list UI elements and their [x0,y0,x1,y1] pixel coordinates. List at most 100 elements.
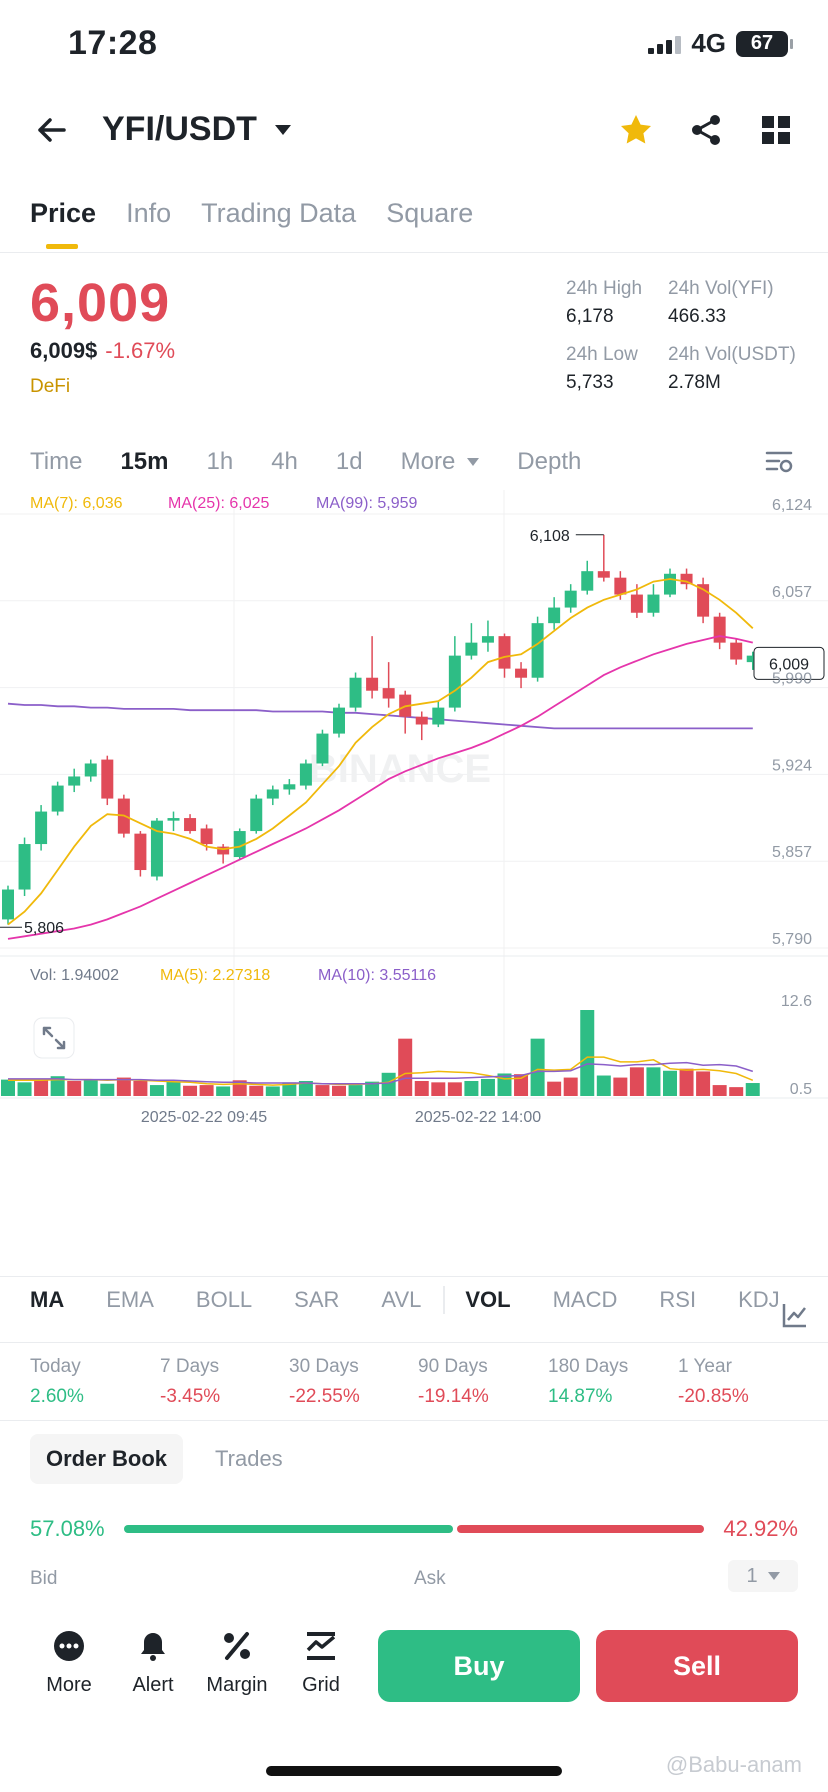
watermark-text: @Babu-anam [665,1752,802,1777]
divider [0,1342,828,1343]
indicator-boll[interactable]: BOLL [195,1287,253,1312]
sell-button[interactable]: Sell [596,1630,798,1702]
candle-body [382,688,395,699]
candle-body [531,623,544,678]
low-marker-label: 5,806 [24,920,64,937]
y-tick-label: 6,057 [772,584,812,601]
ma7-line [7,578,754,926]
vol-ma10-line [8,1061,754,1085]
candlestick-chart[interactable]: BINANCE 6,108 5,806 6,009 6,124 6,057 5,990 5… [0,490,828,1260]
chevron-down-icon [274,124,291,135]
timeframe-time[interactable]: Time [30,448,83,475]
candle-body [515,668,528,678]
divider [0,252,828,253]
usd-price: 6,009$ [30,338,98,363]
indicator-avl[interactable]: AVL [381,1287,422,1312]
perf-label: 90 Days [418,1356,488,1377]
ask-column-label: Ask [414,1568,446,1589]
indicator-sar[interactable]: SAR [294,1287,340,1312]
indicator-settings-icon[interactable] [782,1302,808,1328]
indicator-rsi[interactable]: RSI [659,1287,697,1312]
volume-bar [580,1010,595,1096]
timeframe-4h[interactable]: 4h [271,448,298,475]
volume-bar [514,1074,529,1096]
volume-bar [679,1068,694,1096]
alert-button[interactable]: Alert [108,1630,198,1697]
ma7-legend: MA(7): 6,036 [30,495,123,512]
high-value: 6,178 [566,306,614,327]
pair-title: YFI/USDT [102,110,257,148]
chart-settings-icon[interactable] [764,448,794,476]
depth-precision-select[interactable]: 1 [728,1560,798,1592]
candle-body [84,763,97,777]
ma25-legend: MA(25): 6,025 [168,495,269,512]
indicator-ma[interactable]: MA [30,1287,65,1312]
timeframe-15m[interactable]: 15m [120,448,169,475]
candle-body [581,571,594,591]
volume-bar [265,1086,280,1096]
candle-body [349,677,362,708]
buy-button[interactable]: Buy [378,1630,580,1702]
volume-bar [398,1038,413,1096]
status-time: 17:28 [68,24,158,62]
ma99-line [7,702,753,730]
grid-label: Grid [302,1674,340,1696]
candle-body [730,642,743,660]
collapse-icon[interactable] [33,1017,75,1059]
x-axis-label: 2025-02-22 09:45 [141,1109,267,1126]
more-button[interactable]: More [24,1630,114,1697]
candle-body [2,889,14,920]
volume-bar [116,1077,131,1096]
perf-30d: 30 Days -22.55% [289,1356,360,1408]
volume-bar [83,1079,98,1096]
candle-body [432,707,445,725]
margin-button[interactable]: Margin [192,1630,282,1697]
candle-body [366,677,379,691]
candle-body [316,733,329,764]
tab-trades[interactable]: Trades [215,1446,283,1471]
low-value: 5,733 [566,372,614,393]
perf-label: 30 Days [289,1356,359,1377]
depth-tab[interactable]: Depth [517,448,582,475]
volume-bar [530,1038,545,1096]
more-label: More [46,1674,92,1696]
indicator-divider [443,1286,446,1314]
category-tag[interactable]: DeFi [30,376,71,397]
favorite-star-icon[interactable] [618,112,654,148]
layout-grid-icon[interactable] [758,112,794,148]
tab-trading-data[interactable]: Trading Data [201,198,357,228]
indicator-vol[interactable]: VOL [465,1287,511,1312]
percent-icon [224,1632,250,1660]
indicator-kdj[interactable]: KDJ [738,1287,780,1312]
status-indicators: 4G 67 [648,28,793,59]
candle-body [68,776,81,786]
tab-square[interactable]: Square [386,198,474,228]
tab-order-book[interactable]: Order Book [30,1434,184,1484]
candle-body [614,577,627,595]
tab-price[interactable]: Price [30,198,97,228]
volume-bar [696,1071,711,1096]
timeframe-more[interactable]: More [401,448,480,476]
volume-bar [447,1082,462,1096]
svg-text:BINANCE: BINANCE [309,747,491,791]
timeframe-1h[interactable]: 1h [206,448,234,475]
back-arrow-icon[interactable] [34,112,70,148]
volume-bar [315,1085,330,1096]
grid-bot-icon [306,1632,336,1660]
grid-button[interactable]: Grid [276,1630,366,1697]
volume-bar [166,1081,181,1096]
timeframe-1d[interactable]: 1d [335,448,363,475]
battery-icon: 67 [736,30,793,57]
indicator-ema[interactable]: EMA [106,1287,154,1312]
candle-body [184,818,197,832]
home-indicator[interactable] [266,1766,562,1776]
chevron-down-icon [767,1572,780,1580]
vol-quote-value: 2.78M [668,372,721,393]
vol-tick-label: 0.5 [790,1081,812,1098]
pair-selector[interactable]: YFI/USDT [102,110,291,149]
volume-bar [17,1082,32,1096]
indicator-macd[interactable]: MACD [552,1287,618,1312]
tab-info[interactable]: Info [126,198,172,228]
perf-value: -20.85% [678,1386,749,1407]
share-icon[interactable] [688,112,724,148]
